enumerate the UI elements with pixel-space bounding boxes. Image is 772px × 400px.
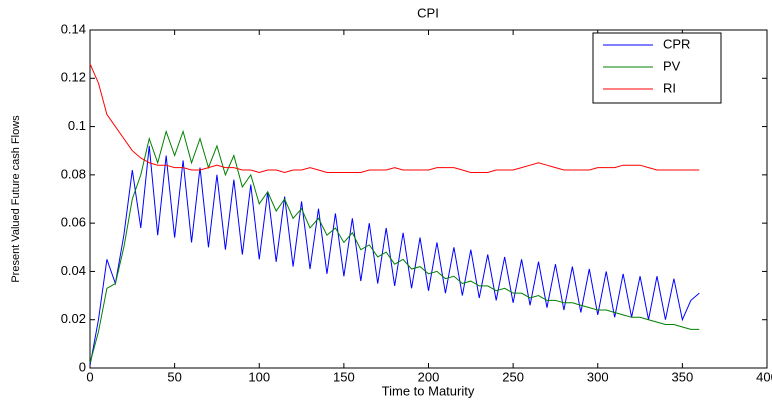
y-axis-label: Present Valued Future cash Flows [10, 115, 22, 283]
y-tick-label: 0.12 [61, 70, 86, 85]
x-tick-label: 100 [248, 369, 270, 384]
series-line [89, 63, 700, 173]
x-tick-label: 0 [86, 369, 93, 384]
x-tick-label: 150 [333, 369, 355, 384]
legend-label: RI [663, 80, 676, 95]
y-tick-label: 0.14 [61, 21, 86, 36]
x-tick-label: 250 [502, 369, 524, 384]
legend-box [592, 32, 722, 104]
x-tick-label: 50 [167, 369, 181, 384]
series-line [89, 129, 700, 364]
x-axis-label: Time to Maturity [382, 383, 475, 398]
legend-label: PV [663, 58, 681, 73]
y-tick-label: 0.08 [61, 166, 86, 181]
y-tick-label: 0.06 [61, 215, 86, 230]
y-tick-label: 0.02 [61, 311, 86, 326]
x-tick-label: 400 [756, 369, 772, 384]
y-tick-label: 0.1 [68, 118, 86, 133]
x-tick-label: 200 [418, 369, 440, 384]
legend-label: CPR [663, 36, 690, 51]
series-line [89, 145, 700, 366]
chart-title: CPI [417, 5, 439, 20]
y-tick-label: 0 [79, 359, 86, 374]
x-tick-label: 350 [672, 369, 694, 384]
x-tick-label: 300 [587, 369, 609, 384]
y-tick-label: 0.04 [61, 263, 86, 278]
